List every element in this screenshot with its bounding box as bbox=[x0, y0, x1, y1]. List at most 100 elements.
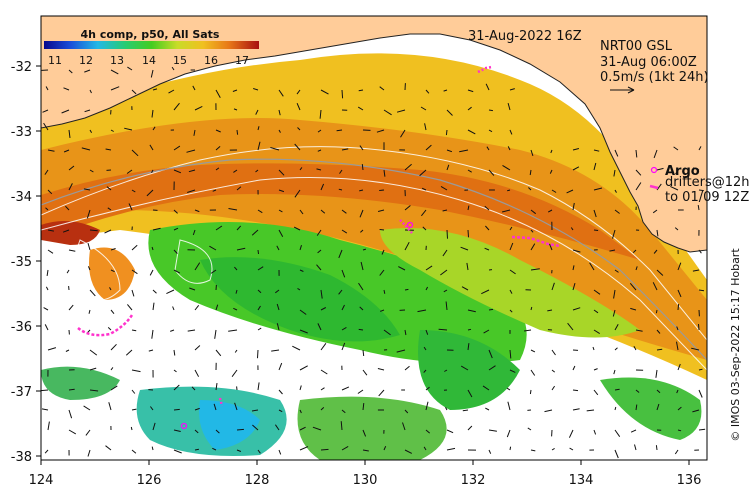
current-vector bbox=[65, 349, 70, 352]
current-vector bbox=[209, 245, 217, 251]
current-vector bbox=[319, 109, 322, 119]
current-vector bbox=[488, 429, 497, 432]
current-vector bbox=[653, 149, 658, 159]
current-vector bbox=[572, 265, 575, 271]
current-vector bbox=[44, 324, 49, 331]
current-vector bbox=[609, 249, 616, 252]
current-vector bbox=[152, 302, 155, 311]
current-vector bbox=[528, 187, 532, 191]
current-vector bbox=[404, 365, 410, 371]
current-vector bbox=[43, 122, 49, 131]
current-vector bbox=[425, 386, 430, 391]
current-vector bbox=[438, 328, 448, 331]
current-vector bbox=[151, 169, 154, 174]
current-vector bbox=[460, 365, 469, 371]
current-vector bbox=[635, 389, 640, 393]
current-vector bbox=[467, 129, 476, 135]
current-vector bbox=[358, 282, 364, 291]
current-vector bbox=[460, 246, 469, 251]
drifter-track bbox=[511, 235, 561, 248]
current-vector bbox=[320, 289, 323, 299]
current-vector bbox=[43, 307, 49, 311]
current-vector bbox=[278, 362, 283, 371]
current-vector bbox=[68, 249, 76, 252]
current-vector bbox=[257, 266, 264, 271]
current-vector bbox=[362, 248, 367, 251]
current-vector bbox=[509, 269, 516, 275]
current-vector bbox=[124, 127, 133, 131]
land-mass bbox=[41, 16, 707, 253]
current-vector bbox=[593, 389, 599, 396]
current-vector bbox=[299, 365, 308, 371]
current-vector bbox=[656, 389, 661, 394]
current-vector bbox=[294, 189, 301, 198]
y-axis-labels: -32 -33 -34 -35 -36 -37 -38 bbox=[11, 60, 32, 465]
current-vector bbox=[593, 289, 601, 295]
current-vector bbox=[629, 282, 637, 291]
current-vector bbox=[376, 129, 385, 133]
current-vector bbox=[383, 445, 387, 451]
current-vector bbox=[530, 306, 533, 311]
current-vector bbox=[488, 349, 493, 359]
current-vector bbox=[105, 148, 112, 151]
current-vector bbox=[44, 169, 49, 175]
current-vector bbox=[274, 424, 280, 431]
current-vector bbox=[257, 349, 259, 359]
current-vector bbox=[423, 346, 427, 351]
current-vector bbox=[341, 445, 349, 451]
current-vector bbox=[423, 369, 427, 373]
current-vector bbox=[691, 347, 700, 351]
current-vector bbox=[191, 386, 196, 391]
current-vector bbox=[274, 289, 280, 294]
current-vector bbox=[173, 349, 176, 356]
current-vector bbox=[278, 409, 283, 413]
current-vector bbox=[194, 105, 203, 111]
current-vector bbox=[320, 343, 327, 351]
current-vector bbox=[462, 409, 469, 412]
current-vector bbox=[446, 447, 456, 451]
current-vector bbox=[421, 209, 427, 217]
current-vector bbox=[404, 329, 407, 336]
current-vector bbox=[656, 269, 664, 276]
current-vector bbox=[396, 349, 406, 353]
current-vector bbox=[317, 249, 322, 254]
current-vector bbox=[341, 304, 345, 311]
current-vector bbox=[655, 369, 658, 378]
current-vector bbox=[440, 269, 448, 276]
current-vector bbox=[633, 346, 637, 351]
current-info: NRT00 GSL 31-Aug 06:00Z 0.5m/s (1kt 24h) bbox=[600, 39, 709, 94]
current-vector bbox=[257, 249, 259, 255]
current-vector bbox=[488, 129, 493, 133]
current-vector bbox=[312, 426, 322, 431]
current-vector bbox=[173, 408, 180, 411]
current-vector bbox=[635, 149, 638, 158]
current-vector bbox=[506, 189, 511, 192]
current-vector bbox=[131, 449, 137, 454]
current-vector bbox=[127, 66, 133, 71]
current-vector bbox=[45, 286, 49, 291]
current-vector bbox=[89, 289, 96, 297]
current-vector bbox=[131, 289, 135, 297]
current-vector bbox=[47, 421, 50, 431]
current-vector bbox=[61, 109, 70, 114]
x-tick-label: 126 bbox=[137, 473, 162, 488]
current-vector bbox=[68, 165, 75, 171]
current-vector bbox=[215, 383, 218, 391]
current-vector bbox=[677, 363, 681, 371]
current-vector bbox=[635, 404, 638, 411]
current-vector bbox=[698, 189, 704, 192]
current-vector bbox=[192, 229, 196, 236]
current-vector bbox=[404, 288, 409, 291]
current-source: NRT00 GSL bbox=[600, 39, 673, 54]
current-vector bbox=[215, 167, 220, 171]
current-vector bbox=[299, 269, 304, 272]
current-vector bbox=[593, 309, 599, 314]
current-vector bbox=[192, 85, 196, 91]
current-vector bbox=[509, 242, 514, 251]
x-tick-label: 136 bbox=[677, 473, 702, 488]
current-vector bbox=[421, 187, 427, 191]
current-vector bbox=[236, 186, 242, 191]
current-vector bbox=[278, 89, 284, 97]
current-vector bbox=[698, 146, 702, 151]
current-vector bbox=[193, 129, 196, 136]
